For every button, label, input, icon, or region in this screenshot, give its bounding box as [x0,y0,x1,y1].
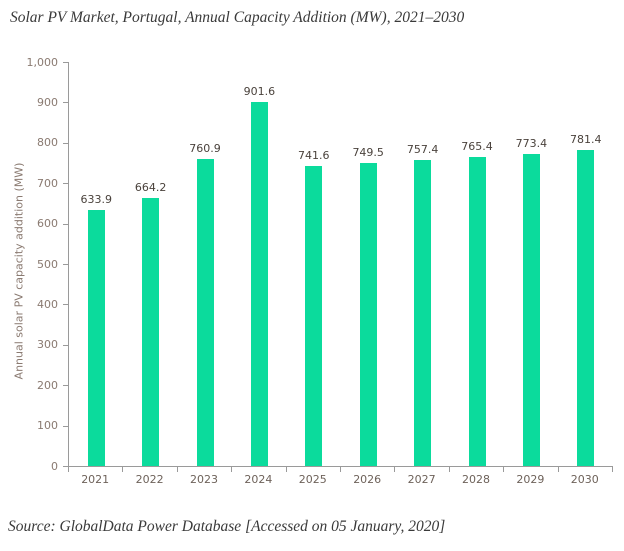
bar-2030 [577,150,595,466]
bar-2022 [142,197,160,466]
y-tick-label: 0 [51,459,58,473]
x-category-label: 2021 [81,473,110,486]
y-tick-label: 400 [37,297,58,311]
y-tick-label: 700 [37,176,58,190]
bar-2021 [87,209,105,466]
x-tick-mark [177,467,178,472]
bar-value-label: 664.2 [134,180,167,194]
y-tick-mark [63,304,68,305]
bar-value-label: 760.9 [189,141,221,155]
bar-value-label: 633.9 [80,192,112,206]
y-tick-mark [63,264,68,265]
bar-value-label: 757.4 [406,143,439,157]
x-tick-mark [231,467,232,472]
x-tick-mark [122,467,123,472]
bar-2027 [414,160,432,466]
y-tick-mark [63,466,68,467]
x-tick-mark [394,467,395,472]
x-category-label: 2025 [298,473,327,486]
x-tick-mark [449,467,450,472]
x-category-label: 2022 [135,473,164,486]
x-category-label: 2023 [190,473,218,486]
source-line: Source: GlobalData Power Database [Acces… [8,518,446,535]
y-tick-label: 1,000 [26,55,59,69]
x-category-label: 2024 [244,473,273,486]
y-tick-mark [63,102,68,103]
x-tick-mark [612,467,613,472]
bar-value-label: 781.4 [570,133,602,147]
bar-2024 [250,101,268,466]
bar-2029 [522,153,540,466]
bar-value-label: 773.4 [515,136,548,150]
bar-value-label: 765.4 [461,139,493,153]
y-tick-label: 800 [37,136,58,150]
bar-2026 [359,163,377,466]
x-tick-mark [558,467,559,472]
y-tick-mark [63,426,68,427]
x-category-label: 2027 [407,473,436,486]
y-tick-mark [63,143,68,144]
bar-value-label: 749.5 [352,146,384,160]
bar-value-label: 741.6 [298,149,330,163]
y-tick-label: 300 [37,338,58,352]
y-tick-label: 500 [37,257,58,271]
bar-2023 [196,158,214,466]
bar-value-label: 901.6 [243,84,276,98]
x-category-label: 2026 [353,473,382,486]
y-tick-label: 200 [37,378,58,392]
x-tick-mark [340,467,341,472]
x-tick-mark [286,467,287,472]
y-tick-mark [63,62,68,63]
y-tick-label: 100 [37,419,58,433]
y-tick-mark [63,385,68,386]
x-category-label: 2030 [570,473,599,486]
y-tick-mark [63,345,68,346]
y-tick-label: 900 [37,95,58,109]
x-category-label: 2028 [462,473,490,486]
bar-2025 [305,166,323,466]
chart-title: Solar PV Market, Portugal, Annual Capaci… [10,9,465,26]
plot-area: 633.9 664.2 760.9 901.6 741.6 749.5 757.4 765.4… [68,62,613,467]
x-tick-mark [68,467,69,472]
y-tick-mark [63,183,68,184]
y-tick-label: 600 [37,217,58,231]
y-tick-mark [63,224,68,225]
bar-2028 [468,156,486,466]
x-tick-mark [503,467,504,472]
x-category-label: 2029 [516,473,545,486]
